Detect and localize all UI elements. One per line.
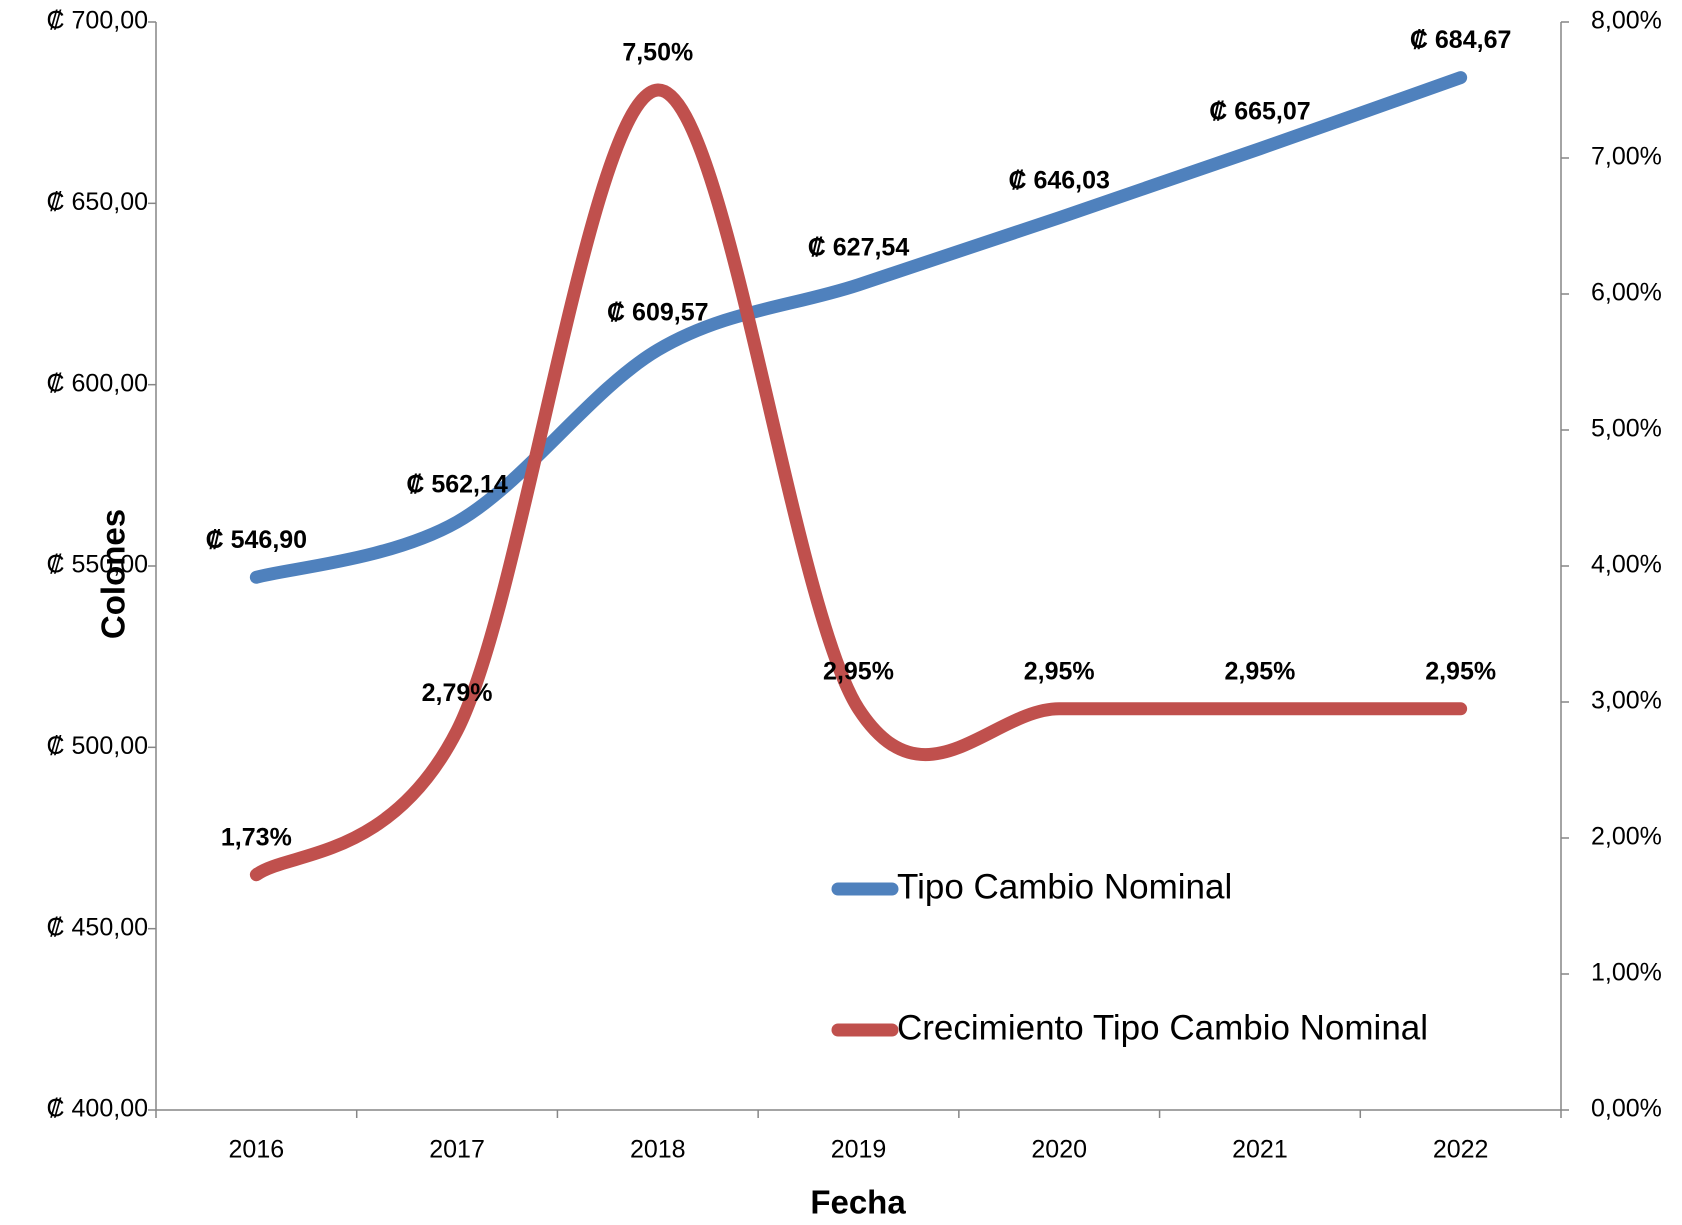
y-tick-label: ₡ 450,00 <box>47 913 148 941</box>
y2-tick-label: 2,00% <box>1591 823 1662 851</box>
y-tick-label: ₡ 600,00 <box>47 369 148 397</box>
series-line <box>249 83 1468 882</box>
data-label: ₡ 562,14 <box>406 471 508 499</box>
x-tick-label: 2021 <box>1232 1136 1288 1164</box>
data-label: ₡ 546,90 <box>206 526 307 554</box>
x-tick-label: 2018 <box>630 1136 686 1164</box>
y-tick-label: ₡ 400,00 <box>47 1095 148 1123</box>
y2-tick-label: 6,00% <box>1591 279 1662 307</box>
y-tick-label: ₡ 700,00 <box>47 7 148 35</box>
y-axis-title: Colones <box>95 509 132 639</box>
x-tick-label: 2017 <box>429 1136 485 1164</box>
x-tick-label: 2020 <box>1031 1136 1087 1164</box>
data-label: 2,95% <box>1024 657 1095 685</box>
data-label: 2,79% <box>422 679 493 707</box>
data-label: ₡ 665,07 <box>1209 97 1310 125</box>
y2-tick-label: 1,00% <box>1591 959 1662 987</box>
y-tick-label: ₡ 500,00 <box>47 732 148 760</box>
y2-tick-label: 0,00% <box>1591 1095 1662 1123</box>
y2-tick-label: 4,00% <box>1591 551 1662 579</box>
data-label: ₡ 609,57 <box>607 299 708 327</box>
data-label: 2,95% <box>1425 657 1496 685</box>
x-tick-label: 2019 <box>831 1136 887 1164</box>
y2-tick-label: 7,00% <box>1591 143 1662 171</box>
y-tick-label: ₡ 550,00 <box>47 551 148 579</box>
data-label: ₡ 684,67 <box>1410 26 1511 54</box>
data-label: 2,95% <box>1224 657 1295 685</box>
x-tick-label: 2022 <box>1433 1136 1489 1164</box>
data-label: 7,50% <box>622 39 693 67</box>
legend-label: Tipo Cambio Nominal <box>897 867 1232 906</box>
x-axis-title: Fecha <box>810 1184 906 1221</box>
y-tick-label: ₡ 650,00 <box>47 188 148 216</box>
series-line <box>249 71 1468 584</box>
y2-tick-label: 8,00% <box>1591 7 1662 35</box>
y2-tick-label: 5,00% <box>1591 415 1662 443</box>
data-label: ₡ 646,03 <box>1008 166 1109 194</box>
data-label: 1,73% <box>221 823 292 851</box>
data-label: 2,95% <box>823 657 894 685</box>
legend-label: Crecimiento Tipo Cambio Nominal <box>897 1008 1428 1047</box>
x-tick-label: 2016 <box>229 1136 285 1164</box>
data-label: ₡ 627,54 <box>808 233 910 261</box>
y2-tick-label: 3,00% <box>1591 687 1662 715</box>
